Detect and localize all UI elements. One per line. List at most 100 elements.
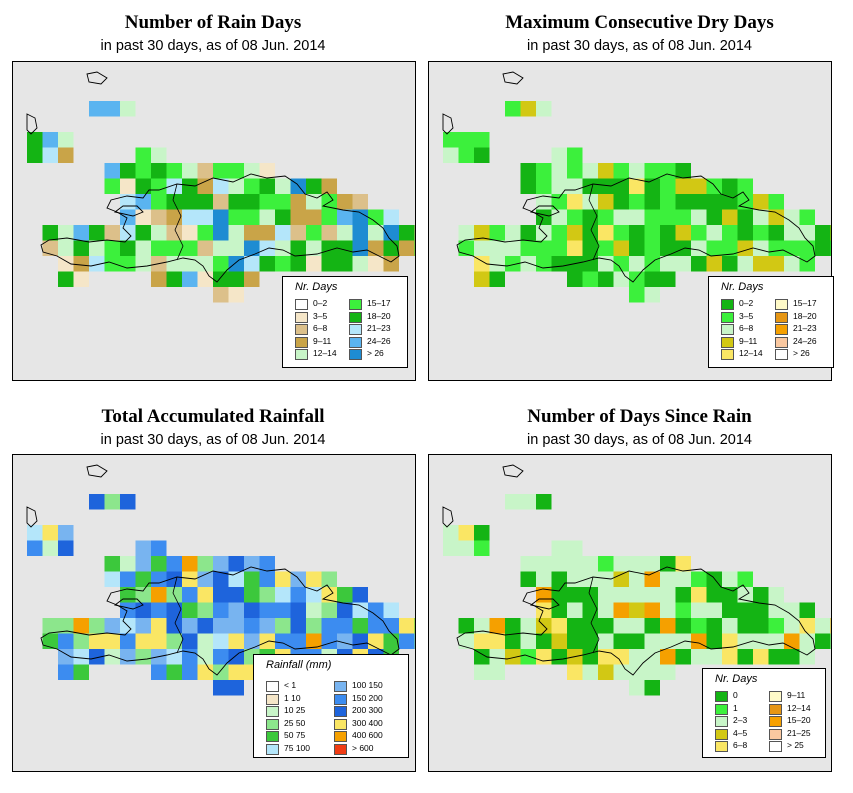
legend-label: 200 300 [352,705,383,715]
grid-cell [135,147,151,163]
grid-cell [182,602,198,618]
grid-cell [89,633,105,649]
grid-cell [104,101,120,117]
grid-cell [505,649,521,665]
grid-cell [104,256,120,272]
grid-cell [598,240,614,256]
grid-cell [784,633,800,649]
coastline-island [86,464,108,478]
grid-cell [244,571,260,587]
grid-cell [275,178,291,194]
grid-cell [197,664,213,680]
grid-cell [784,225,800,241]
grid-cell [42,525,58,541]
grid-cells [443,101,831,303]
grid-cell [42,225,58,241]
grid-cell [166,649,182,665]
grid-cell [567,163,583,179]
grid-cell [213,571,229,587]
grid-cell [290,618,306,634]
legend-days-since-rain: Nr. Days 0 1 2–3 4–5 6–8 9–11 12–14 15–20 21–25 >… [702,668,826,758]
legend-swatch [266,681,279,692]
grid-cell [629,271,645,287]
grid-cell [368,256,384,272]
legend-swatch [769,703,782,715]
grid-cell [197,209,213,225]
grid-cell [352,194,368,210]
grid-cell [691,633,707,649]
grid-cell [228,256,244,272]
legend-rainfall: Rainfall (mm) < 1 1 10 10 25 25 50 50 75 75 1… [253,654,409,758]
grid-cell [321,633,337,649]
grid-cell [104,556,120,572]
grid-cell [613,618,629,634]
grid-cell [567,540,583,556]
grid-cell [567,556,583,572]
grid-cell [337,225,353,241]
grid-cell [352,256,368,272]
legend-swatch [775,299,788,310]
grid-cell [675,571,691,587]
grid-cell [567,633,583,649]
grid-cell [660,633,676,649]
legend-label: 0–2 [313,298,328,308]
grid-cell [42,540,58,556]
grid-cell [182,209,198,225]
grid-cell [644,209,660,225]
grid-cell [551,163,567,179]
grid-cell [383,618,399,634]
grid-cell [182,225,198,241]
legend-swatch [769,741,782,752]
grid-cell [290,225,306,241]
legend-label: 12–14 [787,702,811,713]
grid-cell [768,209,784,225]
grid-cell [629,649,645,665]
grid-cell [737,602,753,618]
grid-cell [505,633,521,649]
grid-cell [197,618,213,634]
grid-cell [458,540,474,556]
grid-cell [644,287,660,303]
grid-cell [474,525,490,541]
grid-cell [306,602,322,618]
grid-cell [629,571,645,587]
grid-cell [275,571,291,587]
coastline-hispaniola [456,566,816,676]
grid-cell [644,664,660,680]
grid-cell [551,178,567,194]
grid-cell [197,240,213,256]
grid-cell [474,147,490,163]
grid-cell [722,602,738,618]
grid-cell [799,225,815,241]
grid-cell [275,240,291,256]
grid-cell [27,147,43,163]
grid-cell [489,633,505,649]
grid-cell [753,649,769,665]
grid-cell [166,602,182,618]
grid-cell [213,287,229,303]
grid-cell [551,571,567,587]
grid-cell [536,633,552,649]
grid-cell [197,602,213,618]
grid-cell [213,618,229,634]
grid-cell [120,571,136,587]
grid-cell [613,633,629,649]
grid-cell [706,194,722,210]
grid-cell [27,132,43,148]
coastline-island [529,205,560,217]
panel-subtitle: in past 30 days, as of 08 Jun. 2014 [100,38,326,54]
legend-swatch [295,349,308,360]
legend-label: 3–5 [313,310,328,321]
grid-cell [660,649,676,665]
grid-cell [536,209,552,225]
grid-cell [567,618,583,634]
legend-label: 100 150 [352,680,383,690]
grid-cell [551,649,567,665]
grid-cell [613,225,629,241]
grid-cell [660,163,676,179]
grid-cell [691,178,707,194]
legend-label: 6–8 [313,323,328,333]
grid-cell [520,256,536,272]
grid-cell [151,664,167,680]
grid-cell [691,209,707,225]
